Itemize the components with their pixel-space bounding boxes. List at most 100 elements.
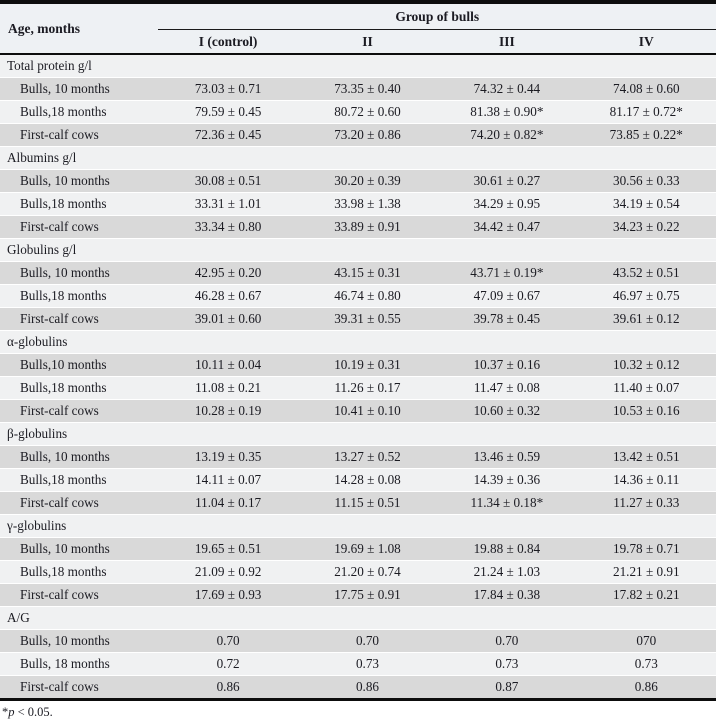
cell-value: 39.61 ± 0.12 [576,307,716,331]
cell-value: 42.95 ± 0.20 [158,261,298,285]
cell-value: 11.04 ± 0.17 [158,491,298,515]
cell-value: 43.52 ± 0.51 [576,261,716,285]
section-title: β-globulins [0,422,716,446]
table-row: Bulls,18 months 21.09 ± 0.92 21.20 ± 0.74 2… [0,560,716,584]
cell-value: 46.97 ± 0.75 [576,284,716,308]
cell-value: 17.84 ± 0.38 [437,583,577,607]
table-row: Bulls, 10 months 19.65 ± 0.51 19.69 ± 1.08… [0,537,716,561]
section-header-row: β-globulins [0,422,716,446]
cell-value: 11.26 ± 0.17 [297,376,438,400]
cell-value: 19.88 ± 0.84 [437,537,577,561]
cell-value: 30.61 ± 0.27 [437,169,577,193]
table-row: First-calf cows 11.04 ± 0.17 11.15 ± 0.51 1… [0,491,716,515]
cell-value: 14.36 ± 0.11 [576,468,716,492]
cell-value: 0.70 [437,629,577,653]
cell-value: 11.47 ± 0.08 [437,376,577,400]
table-row: Bulls,18 months 14.11 ± 0.07 14.28 ± 0.08 1… [0,468,716,492]
cell-value: 0.86 [297,675,438,700]
cell-value: 74.32 ± 0.44 [437,77,577,101]
cell-value: 13.27 ± 0.52 [297,445,438,469]
cell-value: 10.37 ± 0.16 [437,353,577,377]
cell-value: 81.17 ± 0.72* [576,100,716,124]
table-row: Bulls, 10 months 13.19 ± 0.35 13.27 ± 0.52… [0,445,716,469]
table-row: Bulls, 18 months 0.72 0.73 0.73 0.73 [0,652,716,676]
cell-value: 0.70 [297,629,438,653]
cell-value: 11.40 ± 0.07 [576,376,716,400]
row-label: First-calf cows [0,123,159,147]
column-header-iv: IV [576,29,716,55]
cell-value: 80.72 ± 0.60 [297,100,438,124]
cell-value: 14.11 ± 0.07 [158,468,298,492]
cell-value: 14.39 ± 0.36 [437,468,577,492]
cell-value: 11.08 ± 0.21 [158,376,298,400]
cell-value: 81.38 ± 0.90* [437,100,577,124]
row-label: Bulls,18 months [0,100,159,124]
cell-value: 19.78 ± 0.71 [576,537,716,561]
section-header-row: γ-globulins [0,514,716,538]
section-title: α-globulins [0,330,716,354]
cell-value: 0.70 [158,629,298,653]
cell-value: 17.69 ± 0.93 [158,583,298,607]
cell-value: 11.27 ± 0.33 [576,491,716,515]
section-header-row: Total protein g/l [0,53,716,78]
cell-value: 34.19 ± 0.54 [576,192,716,216]
row-label: Bulls, 10 months [0,261,159,285]
cell-value: 13.46 ± 0.59 [437,445,577,469]
section-header-row: Albumins g/l [0,146,716,170]
cell-value: 21.09 ± 0.92 [158,560,298,584]
column-header-ii: II [297,29,438,55]
cell-value: 21.21 ± 0.91 [576,560,716,584]
row-label: First-calf cows [0,307,159,331]
cell-value: 17.82 ± 0.21 [576,583,716,607]
table-row: Bulls, 10 months 30.08 ± 0.51 30.20 ± 0.39… [0,169,716,193]
cell-value: 13.42 ± 0.51 [576,445,716,469]
cell-value: 73.03 ± 0.71 [158,77,298,101]
cell-value: 79.59 ± 0.45 [158,100,298,124]
section-title: γ-globulins [0,514,716,538]
cell-value: 39.31 ± 0.55 [297,307,438,331]
cell-value: 33.34 ± 0.80 [158,215,298,239]
cell-value: 0.73 [576,652,716,676]
row-label: Bulls, 10 months [0,77,159,101]
row-label: Bulls, 10 months [0,169,159,193]
cell-value: 0.86 [576,675,716,700]
bulls-blood-protein-table: Age, months Group of bulls I (control) I… [0,0,716,701]
cell-value: 0.73 [297,652,438,676]
cell-value: 0.87 [437,675,577,700]
table-body: Total protein g/l Bulls, 10 months 73.03 ±… [0,53,716,700]
row-label: First-calf cows [0,491,159,515]
column-header-i-control: I (control) [158,29,298,55]
group-of-bulls-header: Group of bulls [158,2,716,30]
cell-value: 73.20 ± 0.86 [297,123,438,147]
cell-value: 30.56 ± 0.33 [576,169,716,193]
cell-value: 30.08 ± 0.51 [158,169,298,193]
row-label: Bulls,10 months [0,353,159,377]
section-header-row: α-globulins [0,330,716,354]
cell-value: 33.31 ± 1.01 [158,192,298,216]
cell-value: 73.35 ± 0.40 [297,77,438,101]
cell-value: 39.01 ± 0.60 [158,307,298,331]
cell-value: 17.75 ± 0.91 [297,583,438,607]
cell-value: 47.09 ± 0.67 [437,284,577,308]
column-header-iii: III [437,29,577,55]
section-title: A/G [0,606,716,630]
section-title: Total protein g/l [0,53,716,78]
table-row: Bulls,18 months 79.59 ± 0.45 80.72 ± 0.60 8… [0,100,716,124]
table-row: Bulls, 10 months 42.95 ± 0.20 43.15 ± 0.31… [0,261,716,285]
footnote-threshold: < 0.05. [14,705,53,719]
cell-value: 39.78 ± 0.45 [437,307,577,331]
section-header-row: Globulins g/l [0,238,716,262]
cell-value: 10.11 ± 0.04 [158,353,298,377]
table-row: First-calf cows 10.28 ± 0.19 10.41 ± 0.10 1… [0,399,716,423]
cell-value: 21.24 ± 1.03 [437,560,577,584]
row-label: First-calf cows [0,215,159,239]
row-label: First-calf cows [0,675,159,700]
table-row: Bulls,18 months 33.31 ± 1.01 33.98 ± 1.38 3… [0,192,716,216]
cell-value: 19.65 ± 0.51 [158,537,298,561]
cell-value: 73.85 ± 0.22* [576,123,716,147]
section-header-row: A/G [0,606,716,630]
row-label: Bulls,18 months [0,468,159,492]
row-label: Bulls,18 months [0,284,159,308]
table-row: Bulls,18 months 46.28 ± 0.67 46.74 ± 0.80 4… [0,284,716,308]
